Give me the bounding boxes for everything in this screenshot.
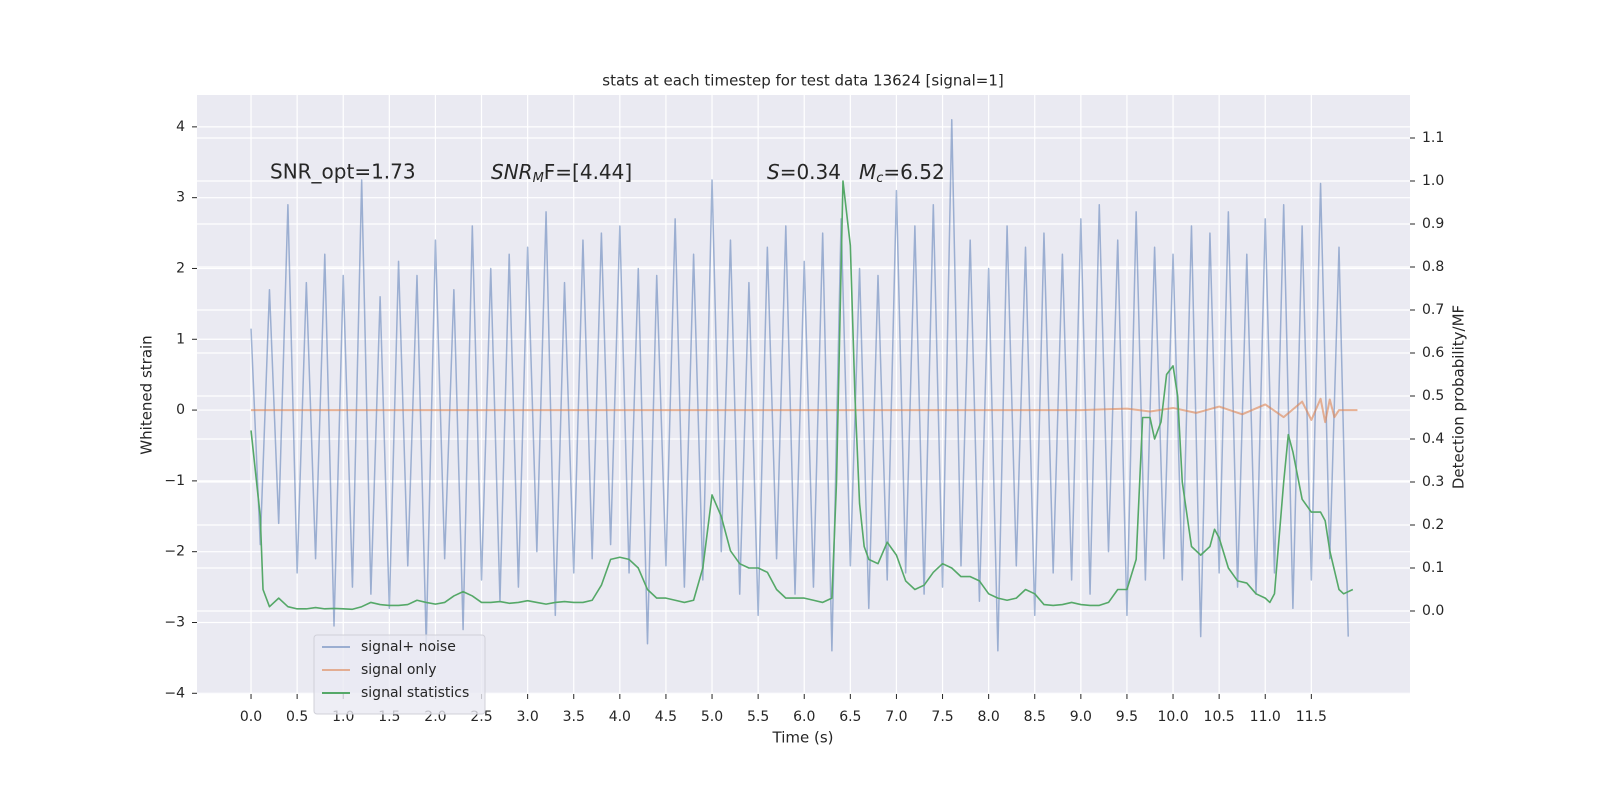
y2-tick-label: 0.9 [1422, 216, 1444, 232]
annotation-part: =6.52 [883, 160, 944, 184]
y-tick-label: 4 [176, 119, 185, 135]
annotation-part: S [767, 160, 780, 184]
annotation-part: F=[4.44] [544, 160, 632, 184]
x-tick-label: 4.5 [655, 709, 677, 725]
plot-area [197, 95, 1410, 694]
x-tick-label: 5.5 [747, 709, 769, 725]
y2-tick-label: 0.1 [1422, 560, 1444, 576]
y2-tick-label: 0.7 [1422, 302, 1444, 318]
legend-box [313, 634, 486, 715]
y2-tick-label: 1.0 [1422, 173, 1444, 189]
x-tick-label: 9.0 [1070, 709, 1092, 725]
x-tick-label: 9.5 [1116, 709, 1138, 725]
x-tick-label: 3.5 [563, 709, 585, 725]
annotation: SNRMF=[4.44] [491, 160, 632, 186]
legend: signal+ noise signal only signal statistic… [313, 634, 486, 715]
y-tick-label: 0 [176, 402, 185, 418]
axes: 0.0 0.5 1.0 1.5 2.0 2.5 3.0 3.5 4.0 4.5 5.0 5.5 6.0 6… [164, 119, 1444, 725]
legend-label: signal+ noise [361, 639, 456, 655]
annotation: S=0.34 [767, 160, 841, 184]
annotation: SNR_opt=1.73 [270, 160, 416, 184]
y-tick-label: −2 [164, 544, 185, 560]
y2-tick-label: 0.6 [1422, 345, 1444, 361]
y-tick-label: 1 [176, 331, 185, 347]
x-tick-label: 11.5 [1296, 709, 1327, 725]
series-line [250, 180, 1354, 611]
series-line [251, 397, 1358, 424]
y2-tick-label: 0.3 [1422, 474, 1444, 490]
y-tick-label: −1 [164, 473, 185, 489]
annotation-part: c [876, 171, 883, 186]
x-tick-label: 6.5 [839, 709, 861, 725]
y2-tick-label: 0.0 [1422, 603, 1444, 619]
x-tick-label: 6.0 [793, 709, 815, 725]
y2-tick-label: 1.1 [1422, 130, 1444, 146]
x-tick-label: 5.0 [701, 709, 723, 725]
x-tick-label: 3.0 [517, 709, 539, 725]
annotation: Mc=6.52 [859, 160, 945, 186]
x-tick-label: 11.0 [1250, 709, 1281, 725]
x-tick-label: 7.0 [885, 709, 907, 725]
legend-label: signal only [361, 662, 436, 678]
x-tick-label: 0.0 [240, 709, 262, 725]
annotation-part: SNR [491, 160, 533, 184]
y2-tick-label: 0.4 [1422, 431, 1444, 447]
legend-label: signal statistics [361, 685, 469, 701]
x-tick-label: 8.5 [1024, 709, 1046, 725]
y2-tick-label: 0.8 [1422, 259, 1444, 275]
x-tick-label: 10.5 [1204, 709, 1235, 725]
plot-lines [250, 119, 1358, 652]
y-tick-label: 2 [176, 260, 185, 276]
y-axis-label: Whitened strain [138, 335, 156, 454]
x-axis-label: Time (s) [772, 729, 834, 747]
series-line [250, 119, 1349, 652]
y-tick-label: −4 [164, 685, 185, 701]
annotation-part: M [533, 171, 544, 186]
y2-axis-label: Detection probability/MF [1450, 305, 1468, 489]
annotation-part: =0.34 [780, 160, 841, 184]
annotation-part: M [859, 160, 876, 184]
y-tick-label: 3 [176, 190, 185, 206]
annotations: SNR_opt=1.73 SNRMF=[4.44] S=0.34 Mc=6.52 [270, 160, 945, 186]
y2-tick-label: 0.2 [1422, 517, 1444, 533]
y2-tick-label: 0.5 [1422, 388, 1444, 404]
x-tick-label: 0.5 [286, 709, 308, 725]
x-tick-label: 10.0 [1157, 709, 1188, 725]
x-tick-label: 7.5 [931, 709, 953, 725]
x-tick-label: 8.0 [978, 709, 1000, 725]
chart-title: stats at each timestep for test data 136… [602, 72, 1003, 90]
x-tick-label: 4.0 [609, 709, 631, 725]
y-tick-label: −3 [164, 614, 185, 630]
